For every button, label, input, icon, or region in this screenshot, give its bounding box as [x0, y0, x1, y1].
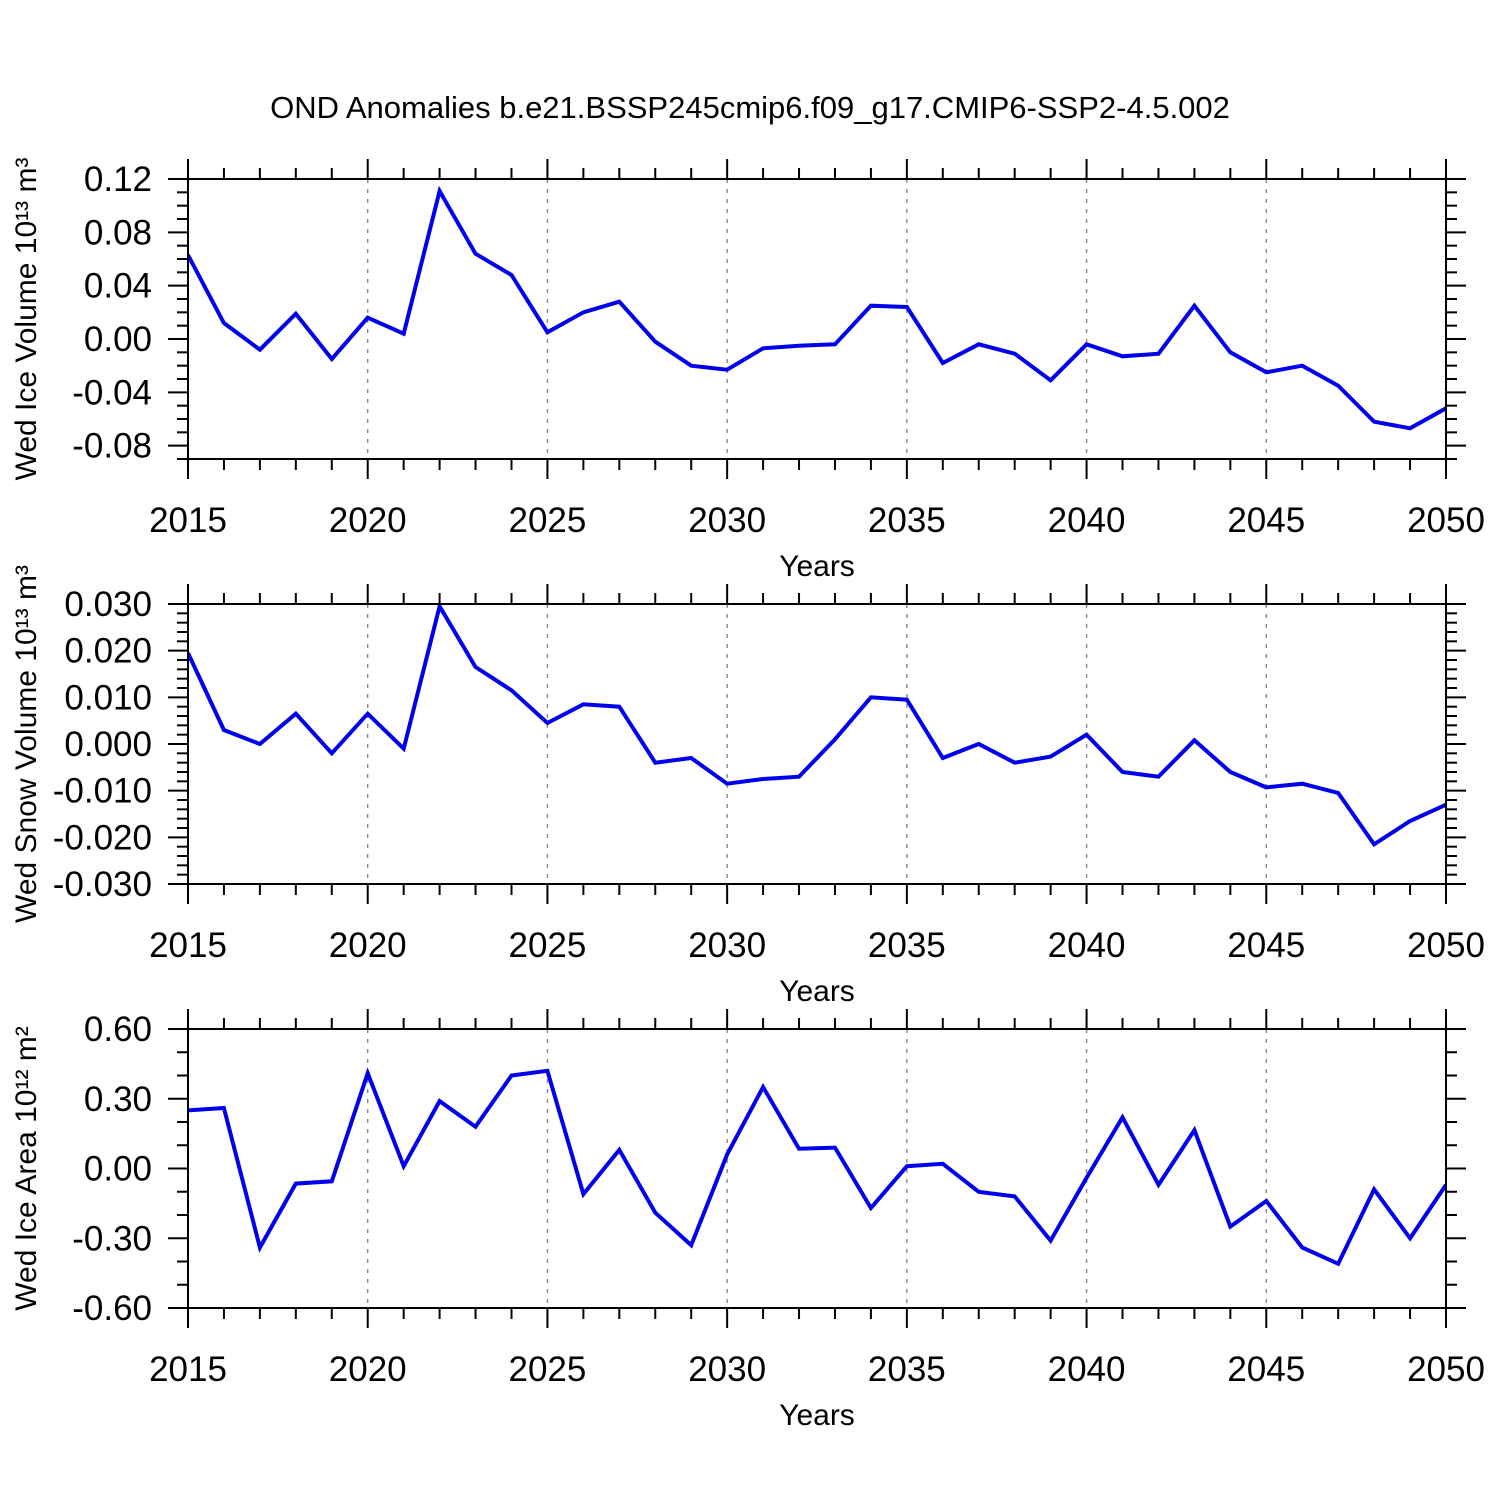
- x-tick-label: 2045: [1227, 1350, 1305, 1389]
- plot-box: [187, 178, 1447, 460]
- x-tick-label: 2025: [508, 501, 586, 540]
- y-tick-labels: -0.60 -0.30 0.00 0.30 0.60: [72, 1010, 152, 1328]
- y-tick-label: 0.000: [64, 725, 152, 764]
- x-tick-label: 2030: [688, 926, 766, 965]
- x-tick-label: 2035: [868, 926, 946, 965]
- x-axis-title: Years: [779, 550, 855, 583]
- y-tick-label: -0.030: [53, 865, 152, 904]
- y-axis-title: Wed Snow Volume 10¹³ m³: [10, 565, 43, 923]
- y-tick-label: -0.60: [72, 1289, 152, 1328]
- y-tick-label: 0.04: [84, 267, 152, 306]
- x-tick-labels: 2015 2020 2025 2030 2035 2040 2045 2050: [149, 926, 1485, 965]
- chart-title: OND Anomalies b.e21.BSSP245cmip6.f09_g17…: [270, 90, 1230, 125]
- x-tick-labels: 2015 2020 2025 2030 2035 2040 2045 2050: [149, 501, 1485, 540]
- y-tick-label: -0.04: [72, 373, 152, 412]
- x-axis-title: Years: [779, 1399, 855, 1432]
- x-tick-label: 2040: [1048, 1350, 1126, 1389]
- gridlines: [367, 179, 1267, 459]
- x-tick-label: 2050: [1407, 1350, 1485, 1389]
- y-tick-label: -0.08: [72, 427, 152, 466]
- y-tick-label: -0.30: [72, 1219, 152, 1258]
- y-tick-label: 0.30: [84, 1080, 152, 1119]
- x-tick-label: 2015: [149, 926, 227, 965]
- series-line: [188, 185, 1446, 431]
- x-tick-label: 2035: [868, 501, 946, 540]
- x-tick-label: 2045: [1227, 501, 1305, 540]
- ticks: [168, 584, 1466, 904]
- y-tick-label: -0.010: [53, 772, 152, 811]
- y-tick-label: 0.12: [84, 160, 152, 199]
- y-tick-label: 0.020: [64, 632, 152, 671]
- y-tick-label: 0.00: [84, 1150, 152, 1189]
- y-tick-label: 0.010: [64, 678, 152, 717]
- x-tick-label: 2035: [868, 1350, 946, 1389]
- x-tick-label: 2030: [688, 501, 766, 540]
- x-tick-label: 2050: [1407, 926, 1485, 965]
- gridlines: [367, 1029, 1267, 1308]
- y-tick-label: 0.08: [84, 213, 152, 252]
- y-tick-label: 0.00: [84, 320, 152, 359]
- x-tick-labels: 2015 2020 2025 2030 2035 2040 2045 2050: [149, 1350, 1485, 1389]
- x-tick-label: 2025: [508, 1350, 586, 1389]
- plot-box: [187, 603, 1447, 885]
- x-tick-label: 2020: [329, 1350, 407, 1389]
- y-tick-labels: -0.030 -0.020 -0.010 0.000 0.010 0.020 0.030: [53, 585, 152, 904]
- y-axis-title: Wed Ice Volume 10¹³ m³: [10, 158, 43, 481]
- y-tick-label: 0.60: [84, 1010, 152, 1049]
- ticks: [168, 1009, 1466, 1328]
- y-tick-label: 0.030: [64, 585, 152, 624]
- x-axis-title: Years: [779, 975, 855, 1008]
- plot-box: [187, 1028, 1447, 1309]
- gridlines: [367, 604, 1267, 884]
- y-tick-label: -0.020: [53, 818, 152, 857]
- x-tick-label: 2025: [508, 926, 586, 965]
- x-tick-label: 2020: [329, 926, 407, 965]
- series-line: [188, 1067, 1446, 1267]
- ticks: [168, 159, 1466, 479]
- y-axis-title: Wed Ice Area 10¹² m²: [10, 1026, 43, 1311]
- x-tick-label: 2015: [149, 1350, 227, 1389]
- x-tick-label: 2015: [149, 501, 227, 540]
- x-tick-label: 2040: [1048, 926, 1126, 965]
- x-tick-label: 2040: [1048, 501, 1126, 540]
- y-tick-labels: -0.08 -0.04 0.00 0.04 0.08 0.12: [72, 160, 152, 466]
- x-tick-label: 2030: [688, 1350, 766, 1389]
- x-tick-label: 2045: [1227, 926, 1305, 965]
- x-tick-label: 2050: [1407, 501, 1485, 540]
- x-tick-label: 2020: [329, 501, 407, 540]
- panel-2: -0.030 -0.020 -0.010 0.000 0.010 0.020 0.030 20…: [10, 565, 1485, 1008]
- series-line: [188, 604, 1446, 848]
